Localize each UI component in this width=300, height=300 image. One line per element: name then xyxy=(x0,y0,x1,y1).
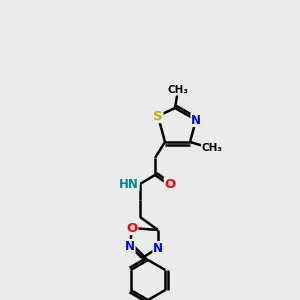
Text: N: N xyxy=(125,239,135,253)
Text: N: N xyxy=(153,242,163,254)
Text: S: S xyxy=(153,110,163,122)
Text: CH₃: CH₃ xyxy=(202,143,223,153)
Text: O: O xyxy=(164,178,175,190)
Text: O: O xyxy=(126,221,138,235)
Text: HN: HN xyxy=(119,178,139,190)
Text: N: N xyxy=(191,113,201,127)
Text: CH₃: CH₃ xyxy=(167,85,188,95)
